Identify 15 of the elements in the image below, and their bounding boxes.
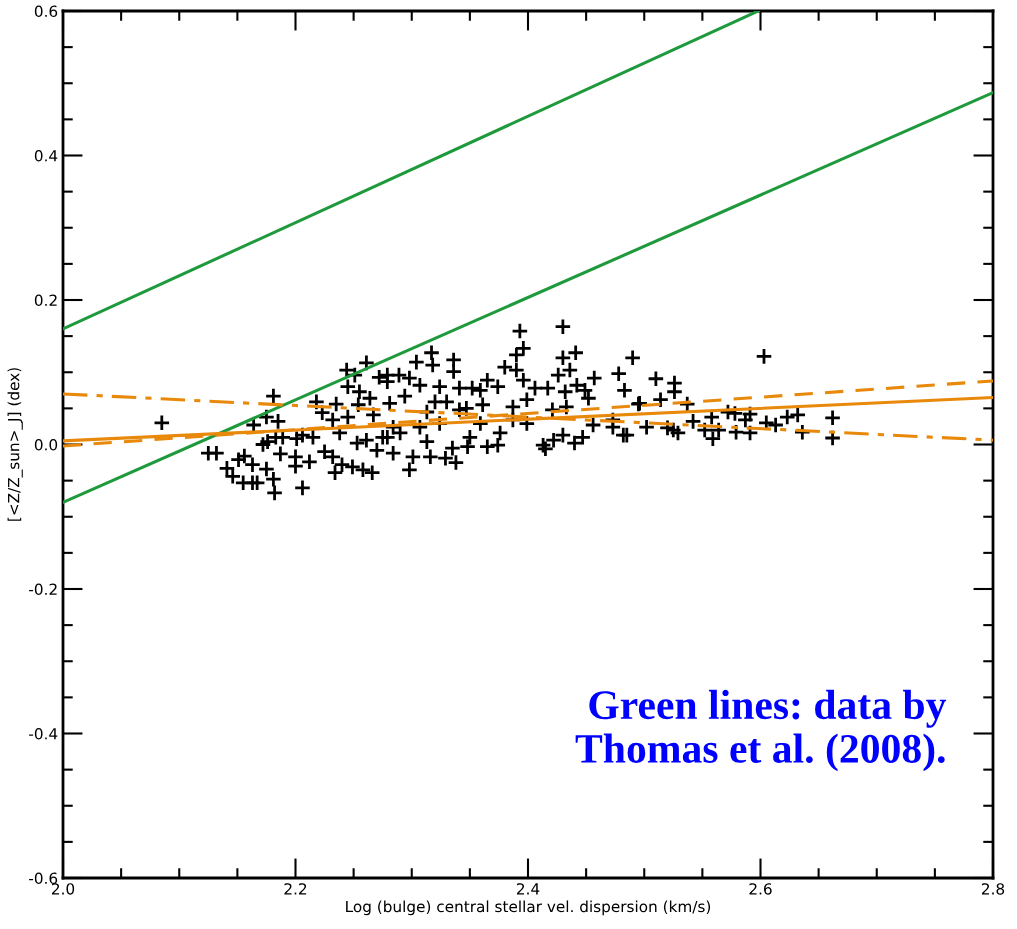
y-tick-label: -0.4 bbox=[29, 727, 58, 740]
annotation: Green lines: data by Thomas et al. (2008). bbox=[575, 689, 947, 772]
y-tick-label: -0.6 bbox=[29, 872, 58, 885]
y-tick-label: 0.6 bbox=[34, 5, 58, 18]
y-axis-title: [<Z/Z_sun>_J] (dex) bbox=[7, 368, 23, 521]
y-tick-label: -0.2 bbox=[29, 583, 57, 596]
x-tick-label: 2.4 bbox=[516, 883, 540, 895]
x-axis-title: Log (bulge) central stellar vel. dispersion (km/s) bbox=[346, 900, 711, 916]
x-tick-label: 2.6 bbox=[749, 883, 772, 895]
y-tick-label: 0.2 bbox=[34, 294, 57, 307]
x-tick-label: 2.2 bbox=[284, 883, 307, 895]
x-tick-label: 2.0 bbox=[51, 883, 75, 895]
y-tick-label: 0.0 bbox=[34, 438, 58, 451]
x-tick-label: 2.8 bbox=[981, 883, 1005, 895]
y-tick-label: 0.4 bbox=[34, 149, 58, 162]
